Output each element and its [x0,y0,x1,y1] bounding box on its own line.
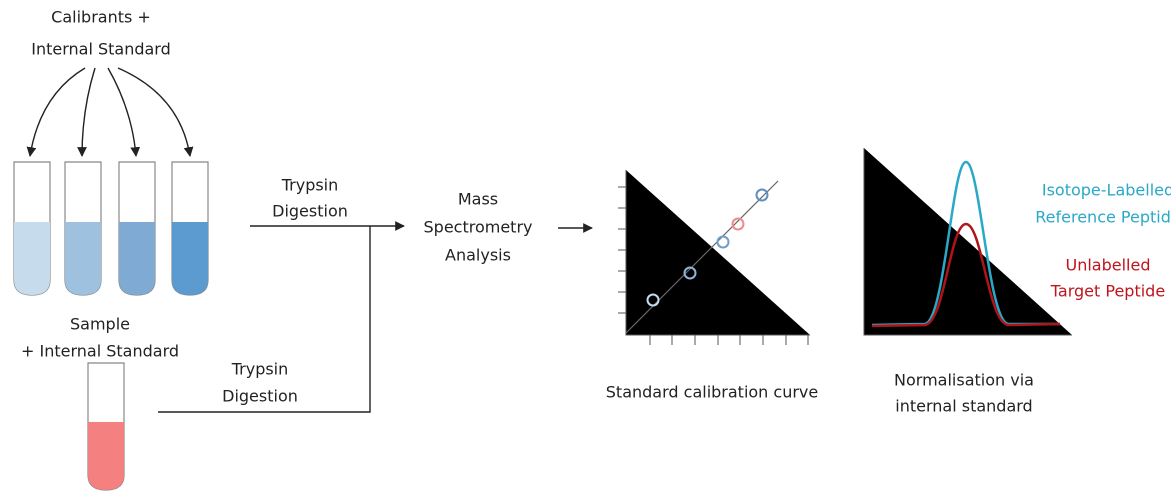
label-line: Reference Peptide [1035,208,1171,227]
label-line: Sample [70,315,130,334]
label-line: Mass [458,190,498,209]
label-line: Calibrants + [51,8,151,27]
digestion-top: Trypsin Digestion [272,176,348,221]
calibrant-tubes [13,161,209,296]
label-line: Normalisation via [894,371,1034,390]
label-line: Analysis [445,246,511,265]
flow-lines [158,221,405,413]
label-line: + Internal Standard [21,342,179,361]
label-line: Internal Standard [31,40,171,59]
label-line: Digestion [272,202,348,221]
label-line: Isotope-Labelled [1042,181,1171,200]
label-line: internal standard [895,397,1032,416]
unlabelled-peak-label: Unlabelled Target Peptide [1050,256,1165,301]
label-line: Digestion [222,387,298,406]
calibration-plot [618,170,810,345]
mass-spec-label: Mass Spectrometry Analysis [424,190,533,265]
sample-tube [87,362,125,491]
label-line: Trypsin [231,360,289,379]
chromatogram [863,148,1072,336]
labelled-peak-label: Isotope-Labelled Reference Peptide [1035,181,1171,227]
pipette-arrows [26,67,194,157]
digestion-bottom: Trypsin Digestion [222,360,298,406]
label-line: Unlabelled [1066,256,1151,275]
calibrant-label: Calibrants + Internal Standard [31,8,171,59]
label-line: Spectrometry [424,218,533,237]
label-line: Trypsin [281,176,339,195]
caption: Standard calibration curve [606,383,818,402]
normalisation-caption: Normalisation via internal standard [894,371,1034,416]
sample-label: Sample + Internal Standard [21,315,179,361]
label-line: Target Peptide [1050,282,1165,301]
